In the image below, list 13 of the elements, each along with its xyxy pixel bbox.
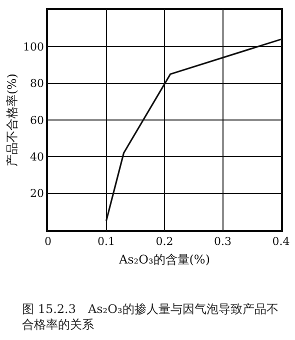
y-tick-label: 100	[23, 40, 44, 54]
y-axis-title: 产品不合格率(%)	[4, 74, 19, 166]
y-tick-label: 80	[30, 77, 44, 90]
x-tick-label: 0.2	[156, 235, 174, 248]
y-tick-label: 20	[30, 187, 44, 200]
caption: 图 15.2.3 As₂O₃的掺人量与因气泡导致产品不合格率的关系	[22, 302, 278, 332]
y-tick-label: 60	[30, 114, 44, 127]
x-tick-label: 0.4	[272, 235, 290, 248]
x-tick-label: 0.1	[98, 235, 115, 248]
x-axis-title: As₂O₃的含量(%)	[118, 252, 210, 266]
x-tick-label: 0.3	[214, 235, 232, 248]
x-tick-label: 0	[44, 235, 52, 248]
y-tick-label: 40	[30, 150, 44, 164]
